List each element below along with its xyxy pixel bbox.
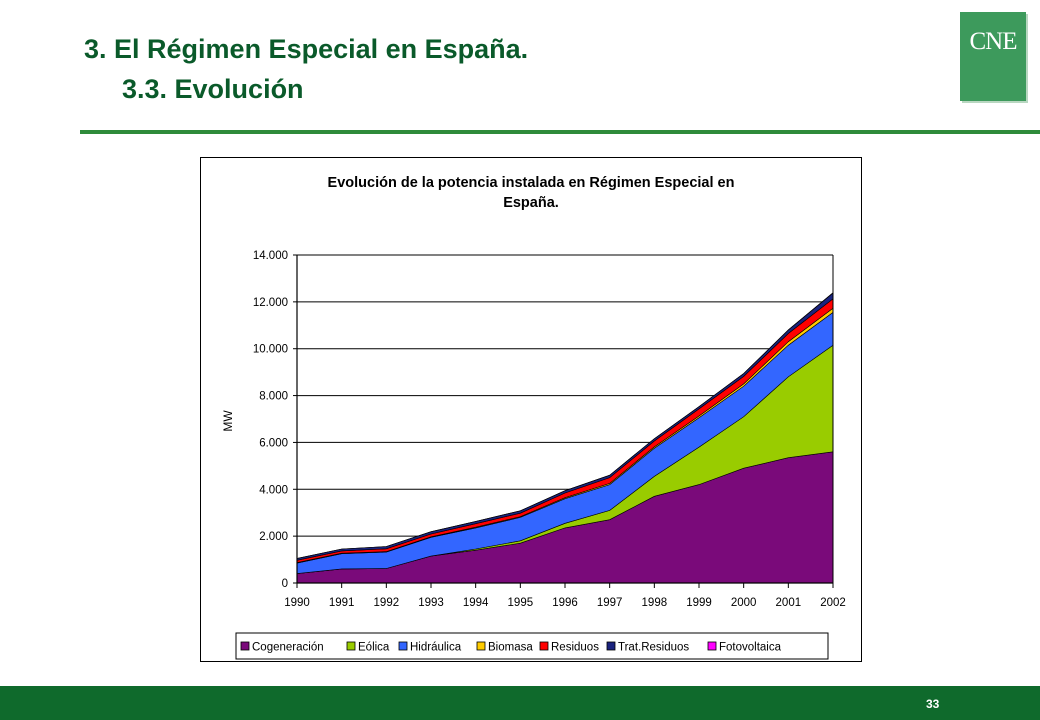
legend-label: Hidráulica: [410, 642, 462, 654]
x-tick-label: 1996: [552, 597, 578, 609]
y-tick-label: 10.000: [253, 344, 288, 356]
legend-swatch: [539, 641, 549, 651]
slide-title: 3. El Régimen Especial en España.: [84, 34, 529, 64]
legend-label: Eólica: [358, 642, 390, 654]
legend-swatch: [707, 641, 717, 651]
x-tick-label: 1993: [418, 597, 444, 609]
area-chart: Evolución de la potencia instalada en Ré…: [221, 175, 846, 660]
chart-frame: Evolución de la potencia instalada en Ré…: [200, 157, 862, 662]
gridlines: [297, 254, 833, 537]
legend-item: Eólica: [346, 641, 390, 654]
y-tick-label: 4.000: [259, 484, 288, 496]
stacked-areas: [296, 292, 834, 584]
y-tick-label: 8.000: [259, 391, 288, 403]
legend-label: Biomasa: [488, 642, 533, 654]
y-tick-label: 2.000: [259, 531, 288, 543]
y-tick-label: 12.000: [253, 297, 288, 309]
chart-title-line1: Evolución de la potencia instalada en Ré…: [328, 175, 735, 191]
x-tick-label: 1994: [463, 597, 489, 609]
legend-swatch: [240, 641, 250, 651]
y-tick-labels: 0 2.000 4.000 6.000 8.000 10.000 12.000 14.000: [253, 250, 297, 590]
cne-logo: CNE: [960, 12, 1026, 101]
x-tick-labels: 1990 1991 1992 1993 1994 1995 1996 1997 1998 1999…: [284, 583, 846, 609]
x-tick-label: 1992: [374, 597, 400, 609]
legend-item: Residuos: [539, 641, 599, 654]
legend-swatch: [476, 641, 486, 651]
legend-item: Fotovoltaica: [707, 641, 782, 654]
legend-label: Fotovoltaica: [719, 642, 782, 654]
legend-box: [235, 632, 829, 660]
legend-item: Trat.Residuos: [606, 641, 689, 654]
x-tick-label: 2000: [731, 597, 757, 609]
y-tick-label: 6.000: [259, 437, 288, 449]
legend-item: Biomasa: [476, 641, 533, 654]
logo-text: CNE: [969, 28, 1018, 55]
x-tick-label: 2001: [776, 597, 802, 609]
title-divider: [80, 130, 1040, 134]
legend-swatch: [606, 641, 616, 651]
x-tick-label: 1991: [329, 597, 355, 609]
x-tick-label: 1995: [508, 597, 534, 609]
legend-label: Trat.Residuos: [618, 642, 689, 654]
x-tick-label: 1998: [642, 597, 668, 609]
x-tick-label: 1999: [686, 597, 712, 609]
chart-title-line2: España.: [503, 195, 559, 211]
chart-legend: Cogeneración Eólica Hidráulica Biomasa Resid…: [235, 632, 829, 660]
legend-item: Cogeneración: [240, 641, 324, 654]
y-axis-label: MW: [221, 410, 235, 432]
x-tick-label: 2002: [820, 597, 846, 609]
y-tick-label: 14.000: [253, 250, 288, 262]
page-number: 33: [926, 697, 940, 711]
slide-subtitle: 3.3. Evolución: [122, 74, 304, 104]
x-tick-label: 1990: [284, 597, 310, 609]
legend-swatch: [398, 641, 408, 651]
legend-label: Cogeneración: [252, 642, 324, 654]
legend-swatch: [346, 641, 356, 651]
footer-bar: [0, 686, 1040, 720]
y-tick-label: 0: [282, 578, 288, 590]
legend-label: Residuos: [551, 642, 599, 654]
legend-item: Hidráulica: [398, 641, 462, 654]
x-tick-label: 1997: [597, 597, 623, 609]
